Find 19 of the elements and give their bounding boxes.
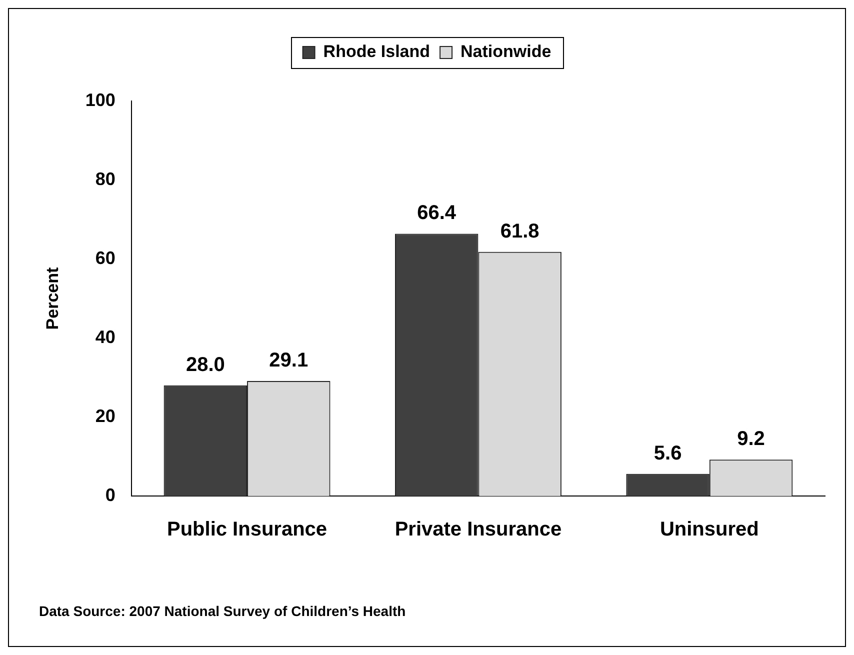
legend-label: Nationwide: [460, 42, 552, 62]
data-label: 9.2: [737, 428, 765, 450]
data-label: 66.4: [417, 202, 457, 224]
legend-label: Rhode Island: [323, 42, 430, 62]
y-tick-label: 0: [105, 484, 116, 505]
y-tick-label: 40: [95, 326, 116, 347]
y-axis-title: Percent: [42, 266, 62, 330]
x-tick-label: Private Insurance: [394, 518, 562, 541]
x-tick-label: Uninsured: [660, 518, 759, 541]
y-tick-label: 60: [95, 248, 116, 268]
y-tick-label: 100: [85, 90, 116, 110]
y-tick-label: 80: [95, 168, 116, 189]
data-label: 5.6: [654, 442, 682, 464]
x-tick-label: Public Insurance: [166, 518, 328, 541]
data-label: 61.8: [500, 220, 540, 242]
data-label: 29.1: [269, 350, 308, 372]
source-note: Data Source: 2007 National Survey of Children’s Health: [39, 603, 406, 619]
data-label: 28.0: [186, 354, 225, 376]
y-tick-label: 20: [95, 406, 116, 426]
